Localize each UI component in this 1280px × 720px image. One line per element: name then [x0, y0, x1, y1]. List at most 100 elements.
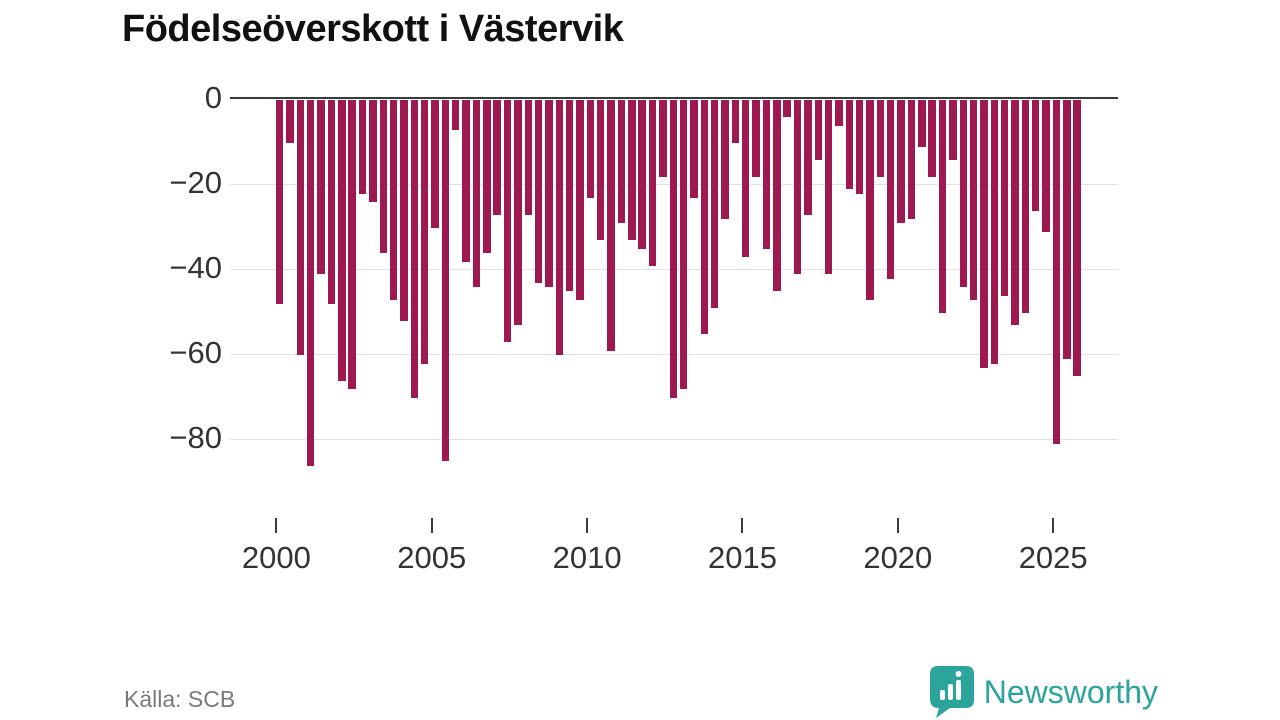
- bar: [721, 100, 729, 219]
- bar: [928, 100, 936, 177]
- bar: [710, 100, 719, 309]
- bar: [845, 100, 854, 190]
- bar: [327, 100, 336, 304]
- bar: [524, 100, 532, 215]
- bar: [348, 100, 356, 389]
- bar: [493, 100, 501, 215]
- bar: [690, 100, 698, 198]
- newsworthy-logo: Newsworthy: [929, 666, 1158, 718]
- x-axis-label: 2010: [552, 540, 622, 575]
- x-axis-tick: [896, 518, 899, 533]
- bar: [565, 100, 574, 292]
- bar: [286, 100, 294, 143]
- bar: [855, 100, 864, 194]
- x-axis-tick: [1052, 518, 1055, 533]
- bar: [410, 100, 419, 398]
- source-note: Källa: SCB: [124, 686, 236, 712]
- bar: [338, 100, 346, 381]
- bar: [296, 100, 305, 355]
- bar: [897, 100, 905, 224]
- bar: [452, 100, 460, 130]
- x-axis-tick: [586, 518, 589, 533]
- bar: [389, 100, 398, 300]
- bar: [938, 100, 947, 313]
- bar: [824, 100, 833, 275]
- bar: [628, 100, 636, 241]
- bar: [679, 100, 688, 389]
- bar: [1073, 100, 1081, 377]
- bar: [1021, 100, 1030, 313]
- zero-axis-line: [230, 97, 1118, 99]
- bar: [959, 100, 967, 287]
- bar: [431, 100, 439, 228]
- x-axis-tick: [275, 518, 278, 533]
- bar: [597, 100, 605, 241]
- bar: [835, 100, 843, 126]
- y-axis-label: −40: [169, 250, 222, 285]
- bar: [648, 100, 657, 266]
- bar: [276, 100, 284, 304]
- bar: [669, 100, 677, 398]
- bar: [358, 100, 367, 194]
- bar: [400, 100, 408, 321]
- y-axis-label: −20: [169, 165, 222, 200]
- bar: [503, 100, 512, 343]
- bar: [555, 100, 564, 355]
- bar: [1063, 100, 1071, 360]
- bar: [462, 100, 470, 262]
- bar: [773, 100, 781, 292]
- bar: [534, 100, 543, 283]
- bar: [700, 100, 709, 334]
- bar: [638, 100, 646, 249]
- bar: [742, 100, 750, 258]
- y-axis-label: −80: [169, 420, 222, 455]
- bar: [949, 100, 957, 160]
- x-axis-label: 2005: [397, 540, 467, 575]
- bar: [1011, 100, 1019, 326]
- grid-line: [230, 439, 1118, 440]
- bar: [804, 100, 812, 215]
- bar: [876, 100, 885, 177]
- bar: [369, 100, 377, 202]
- bar: [545, 100, 553, 287]
- bar: [762, 100, 771, 249]
- bar: [866, 100, 874, 300]
- bar: [783, 100, 791, 117]
- bar: [907, 100, 916, 219]
- bar: [420, 100, 429, 364]
- bar: [307, 100, 315, 466]
- bar: [887, 100, 895, 279]
- bar: [483, 100, 491, 253]
- bar: [659, 100, 667, 177]
- bar: [1052, 100, 1061, 445]
- bar: [752, 100, 760, 177]
- bar: [472, 100, 481, 287]
- bar: [441, 100, 450, 462]
- bar: [814, 100, 822, 160]
- bar: [969, 100, 978, 300]
- bar: [514, 100, 522, 326]
- newsworthy-logo-icon: [929, 666, 974, 718]
- bar: [1032, 100, 1040, 211]
- y-axis-label: −60: [169, 335, 222, 370]
- x-axis-tick: [430, 518, 433, 533]
- bar: [793, 100, 802, 275]
- x-axis-tick: [741, 518, 744, 533]
- chart-title: Födelseöverskott i Västervik: [122, 8, 624, 50]
- bar: [617, 100, 626, 224]
- y-axis-label: 0: [204, 80, 222, 115]
- bar: [1000, 100, 1009, 296]
- x-axis-label: 2000: [241, 540, 311, 575]
- bar: [586, 100, 595, 198]
- bar: [379, 100, 387, 253]
- bar: [731, 100, 740, 143]
- bar: [990, 100, 999, 364]
- x-axis-label: 2020: [863, 540, 933, 575]
- bar: [576, 100, 584, 300]
- newsworthy-logo-text: Newsworthy: [983, 673, 1158, 710]
- x-axis-label: 2015: [707, 540, 777, 575]
- bar: [1042, 100, 1050, 232]
- bar: [918, 100, 926, 147]
- bar: [607, 100, 615, 351]
